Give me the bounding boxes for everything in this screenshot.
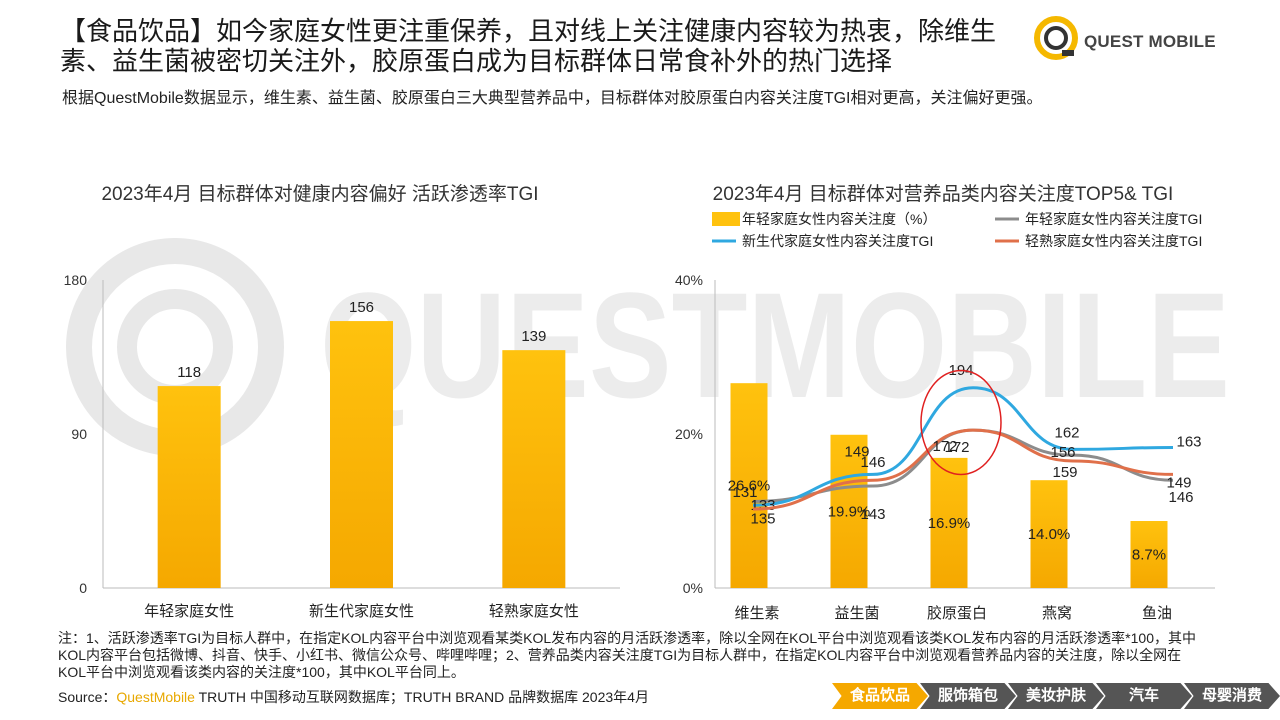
chart2-bar-label: 14.0% bbox=[1028, 526, 1071, 543]
chart1-bar bbox=[502, 350, 566, 588]
chart2-bar-label: 8.7% bbox=[1132, 547, 1166, 564]
chart2-tgi-label: 131 bbox=[732, 484, 757, 501]
chart2-bar bbox=[830, 434, 868, 588]
chart1-y-tick: 0 bbox=[79, 580, 87, 596]
chart2-tgi-label: 172 bbox=[932, 438, 957, 455]
chart2-tgi-label: 162 bbox=[1054, 424, 1079, 441]
chart2-tgi-label: 156 bbox=[1050, 444, 1075, 461]
quest-mobile-logo: QUEST MOBILE bbox=[1032, 14, 1232, 70]
chart2-legend-swatch bbox=[712, 212, 740, 226]
category-nav: 食品饮品 服饰箱包 美妆护肤 汽车 母婴消费 bbox=[832, 683, 1280, 709]
chart2-tgi-label: 159 bbox=[1052, 464, 1077, 481]
source-prefix: Source： bbox=[58, 689, 117, 705]
chart1-x-tick: 年轻家庭女性 bbox=[144, 602, 234, 620]
chart2-bar-label: 19.9% bbox=[828, 503, 871, 520]
chart1-data-label: 156 bbox=[349, 299, 374, 316]
logo-text: QUEST MOBILE bbox=[1084, 32, 1216, 51]
chart2-legend-label: 新生代家庭女性内容关注度TGI bbox=[742, 233, 933, 249]
nav-tab-4[interactable]: 母婴消费 bbox=[1184, 683, 1280, 709]
chart1-y-tick: 180 bbox=[64, 272, 88, 288]
chart2-title: 2023年4月 目标群体对营养品类内容关注度TOP5& TGI bbox=[713, 183, 1174, 205]
chart2-tgi-label: 146 bbox=[860, 454, 885, 471]
chart1-data-label: 118 bbox=[177, 364, 201, 381]
chart2-x-tick: 维生素 bbox=[734, 605, 779, 622]
chart2-tgi-line bbox=[752, 386, 1174, 507]
page-title: 【食品饮品】如今家庭女性更注重保养，且对线上关注健康内容较为热衷，除维生素、益生… bbox=[60, 16, 997, 76]
chart2-x-tick: 胶原蛋白 bbox=[927, 605, 987, 622]
nav-tab-1[interactable]: 服饰箱包 bbox=[920, 683, 1016, 709]
footnote: 注：1、活跃渗透率TGI为目标人群中，在指定KOL内容平台中浏览观看某类KOL发… bbox=[58, 630, 1196, 680]
chart2-tgi-label: 163 bbox=[1176, 433, 1201, 450]
chart1-y-tick: 90 bbox=[71, 426, 87, 442]
chart1-bar bbox=[330, 321, 393, 588]
page-subtitle: 根据QuestMobile数据显示，维生素、益生菌、胶原蛋白三大典型营养品中，目… bbox=[62, 90, 1043, 107]
chart2-legend-label: 轻熟家庭女性内容关注度TGI bbox=[1025, 233, 1202, 249]
chart1-title: 2023年4月 目标群体对健康内容偏好 活跃渗透率TGI bbox=[101, 183, 538, 205]
chart2-y-tick: 0% bbox=[683, 580, 703, 596]
chart2-y-tick: 40% bbox=[675, 272, 703, 288]
nav-tab-3[interactable]: 汽车 bbox=[1096, 683, 1192, 709]
chart1-x-tick: 新生代家庭女性 bbox=[309, 602, 414, 620]
source-line: Source：QuestMobile TRUTH 中国移动互联网数据库；TRUT… bbox=[58, 687, 649, 707]
nav-tab-0[interactable]: 食品饮品 bbox=[832, 683, 928, 709]
chart2-bar bbox=[1130, 521, 1168, 588]
chart2-x-tick: 鱼油 bbox=[1142, 604, 1172, 622]
chart2-legend-label: 年轻家庭女性内容关注度TGI bbox=[1025, 211, 1202, 227]
chart1-bar bbox=[157, 386, 221, 588]
chart2-tgi-label: 135 bbox=[750, 510, 775, 527]
source-brand: QuestMobile bbox=[116, 689, 195, 705]
chart2-bar-label: 16.9% bbox=[928, 515, 971, 532]
chart2-tgi-label: 143 bbox=[860, 506, 885, 523]
chart2-tgi-label: 172 bbox=[944, 439, 969, 456]
chart1-data-label: 139 bbox=[521, 328, 546, 345]
chart2-bar-label: 26.6% bbox=[728, 478, 771, 495]
chart1-x-tick: 轻熟家庭女性 bbox=[489, 602, 579, 620]
chart2-legend-label: 年轻家庭女性内容关注度（%） bbox=[742, 211, 936, 227]
logo-mark-icon bbox=[1034, 16, 1078, 60]
chart2-highlight-circle bbox=[920, 369, 1002, 476]
chart2-tgi-line bbox=[752, 428, 1174, 511]
chart2-tgi-label: 149 bbox=[1166, 474, 1191, 491]
chart2-y-tick: 20% bbox=[675, 426, 703, 442]
chart2-x-tick: 益生菌 bbox=[834, 605, 879, 622]
chart2-bar bbox=[730, 383, 768, 588]
chart2-tgi-label: 146 bbox=[1168, 489, 1193, 506]
chart2-x-tick: 燕窝 bbox=[1042, 604, 1072, 622]
chart2-bar bbox=[930, 457, 968, 588]
source-rest: TRUTH 中国移动互联网数据库；TRUTH BRAND 品牌数据库 2023年… bbox=[194, 689, 649, 705]
nav-tab-2[interactable]: 美妆护肤 bbox=[1008, 683, 1104, 709]
chart2-bar bbox=[1030, 480, 1068, 588]
chart2-tgi-label: 149 bbox=[844, 443, 869, 460]
